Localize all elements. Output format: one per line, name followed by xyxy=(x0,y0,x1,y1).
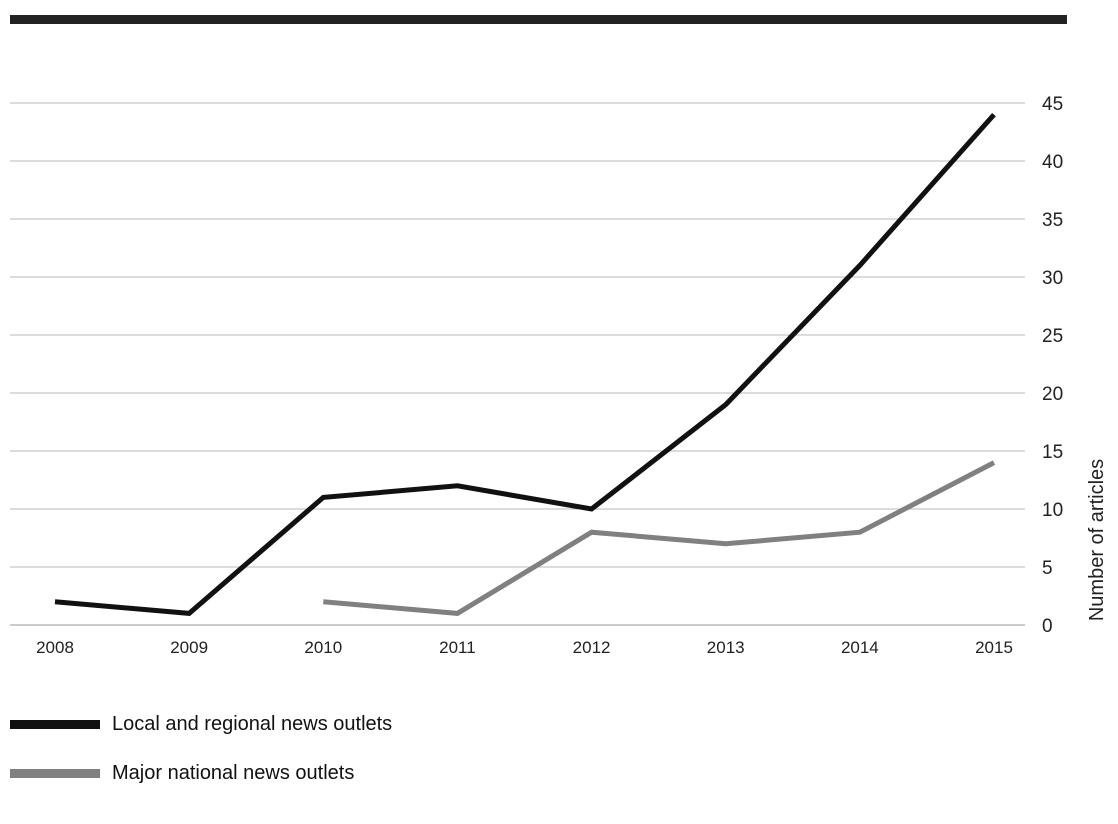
x-tick-label: 2014 xyxy=(841,638,879,657)
y-tick-label: 5 xyxy=(1042,558,1053,579)
y-axis-title: Number of articles xyxy=(1086,459,1108,621)
top-rule xyxy=(10,15,1067,24)
y-tick-label: 0 xyxy=(1042,616,1053,637)
x-tick-label: 2015 xyxy=(975,638,1013,657)
x-tick-label: 2011 xyxy=(439,638,476,657)
legend-label-national: Major national news outlets xyxy=(112,762,355,784)
y-tick-label: 10 xyxy=(1042,500,1063,521)
y-tick-label: 40 xyxy=(1042,152,1063,173)
gridlines xyxy=(10,102,1025,626)
y-tick-label: 25 xyxy=(1042,326,1063,347)
y-tick-label: 45 xyxy=(1042,94,1063,115)
legend-label-local: Local and regional news outlets xyxy=(112,713,393,735)
y-tick-label: 35 xyxy=(1042,210,1063,231)
x-tick-label: 2010 xyxy=(304,638,342,657)
y-tick-label: 15 xyxy=(1042,442,1063,463)
legend-swatch-local xyxy=(10,720,100,729)
legend: Local and regional news outlets Major na… xyxy=(10,700,392,798)
x-tick-label: 2013 xyxy=(707,638,745,657)
x-axis-ticks: 2008 2009 2010 2011 2012 2013 2014 2015 xyxy=(36,638,1013,657)
legend-item-national: Major national news outlets xyxy=(10,749,392,798)
legend-item-local: Local and regional news outlets xyxy=(10,700,392,749)
x-tick-label: 2012 xyxy=(573,638,611,657)
x-tick-label: 2008 xyxy=(36,638,74,657)
legend-swatch-national xyxy=(10,769,100,778)
series-lines xyxy=(54,112,996,616)
y-tick-label: 30 xyxy=(1042,268,1063,289)
x-tick-label: 2009 xyxy=(170,638,208,657)
y-tick-label: 20 xyxy=(1042,384,1063,405)
y-axis-ticks: 0 5 10 15 20 25 30 35 40 45 xyxy=(1042,94,1063,637)
series-line-national xyxy=(323,460,996,616)
series-line-local xyxy=(54,112,996,616)
